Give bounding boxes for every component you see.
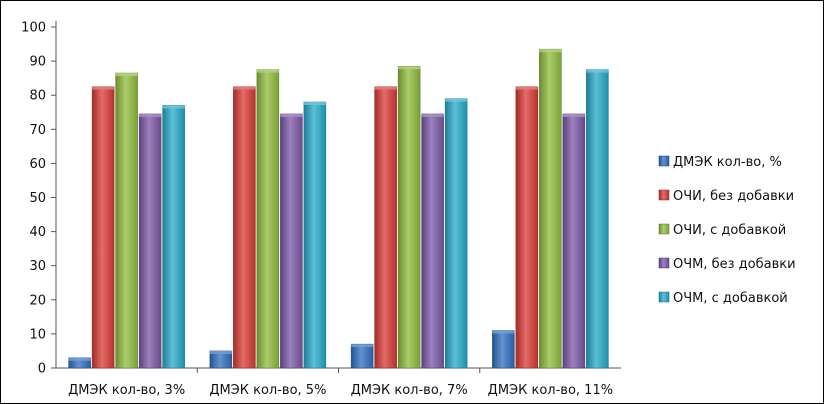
bar [256, 69, 280, 369]
bar-cap [139, 113, 162, 117]
y-tick-label: 100 [21, 21, 46, 36]
y-axis: 0 10 20 30 40 50 60 70 80 90 100 [21, 21, 57, 377]
bar-cap [374, 86, 397, 90]
bar-cap [515, 86, 538, 90]
bar [303, 101, 327, 369]
bar-cap [233, 86, 256, 90]
legend-swatch [658, 189, 670, 201]
bar-cap [209, 350, 232, 354]
bar-cap [162, 105, 185, 109]
bar-cap [303, 102, 326, 106]
bar-cap [421, 113, 444, 117]
legend-label: ОЧМ, с добавкой [673, 291, 788, 306]
y-tick-label: 70 [29, 123, 46, 138]
y-tick-label: 50 [29, 191, 46, 206]
y-tick-label: 20 [29, 293, 46, 308]
bar-cap [562, 113, 585, 117]
y-tick-label: 60 [29, 157, 46, 172]
bar [586, 69, 609, 369]
bar-cap [92, 86, 115, 90]
bar-cap [351, 344, 374, 348]
bar-cap [398, 66, 421, 70]
y-tick-label: 90 [29, 55, 46, 70]
bar-cap [68, 357, 91, 361]
legend-swatch [658, 257, 670, 269]
bar-cap [280, 113, 303, 117]
bar-cap [586, 69, 609, 73]
legend-swatch [658, 291, 670, 303]
x-category-label: ДМЭК кол-во, 11% [488, 383, 613, 398]
bar [162, 105, 185, 369]
bar-cap [115, 73, 138, 77]
bar [115, 72, 138, 369]
x-category-label: ДМЭК кол-во, 5% [209, 383, 326, 398]
bar [539, 48, 562, 369]
bar [492, 330, 515, 369]
bar [421, 113, 444, 369]
bar [397, 65, 421, 369]
legend-swatch [658, 223, 670, 235]
y-tick-label: 10 [29, 327, 46, 342]
legend-label: ОЧИ, без добавки [673, 189, 794, 204]
bar [138, 113, 162, 369]
y-tick-label: 30 [29, 259, 46, 274]
bar [374, 86, 397, 369]
bar [350, 343, 374, 369]
legend: ДМЭК кол-во, % ОЧИ, без добавки ОЧИ, с доб… [658, 155, 796, 306]
x-category-label: ДМЭК кол-во, 7% [351, 383, 468, 398]
bar [233, 86, 256, 369]
bar-cap [445, 98, 468, 102]
legend-label: ОЧМ, без добавки [673, 257, 796, 272]
y-tick-label: 0 [38, 362, 46, 377]
y-tick-label: 40 [29, 225, 46, 240]
bar-cap [492, 330, 515, 334]
bar-cap [256, 69, 279, 73]
bar-cap [539, 49, 562, 53]
bars-group [68, 48, 609, 369]
bar [280, 113, 303, 369]
bar [562, 113, 586, 369]
legend-swatch [658, 155, 670, 167]
bar [444, 98, 468, 369]
bar [91, 86, 115, 369]
x-category-label: ДМЭК кол-во, 3% [68, 383, 185, 398]
bar [515, 86, 539, 369]
x-axis: ДМЭК кол-во, 3% ДМЭК кол-во, 5% ДМЭК кол-в… [56, 367, 621, 398]
y-tick-label: 80 [29, 89, 46, 104]
legend-label: ОЧИ, с добавкой [673, 223, 786, 238]
legend-label: ДМЭК кол-во, % [673, 155, 782, 170]
